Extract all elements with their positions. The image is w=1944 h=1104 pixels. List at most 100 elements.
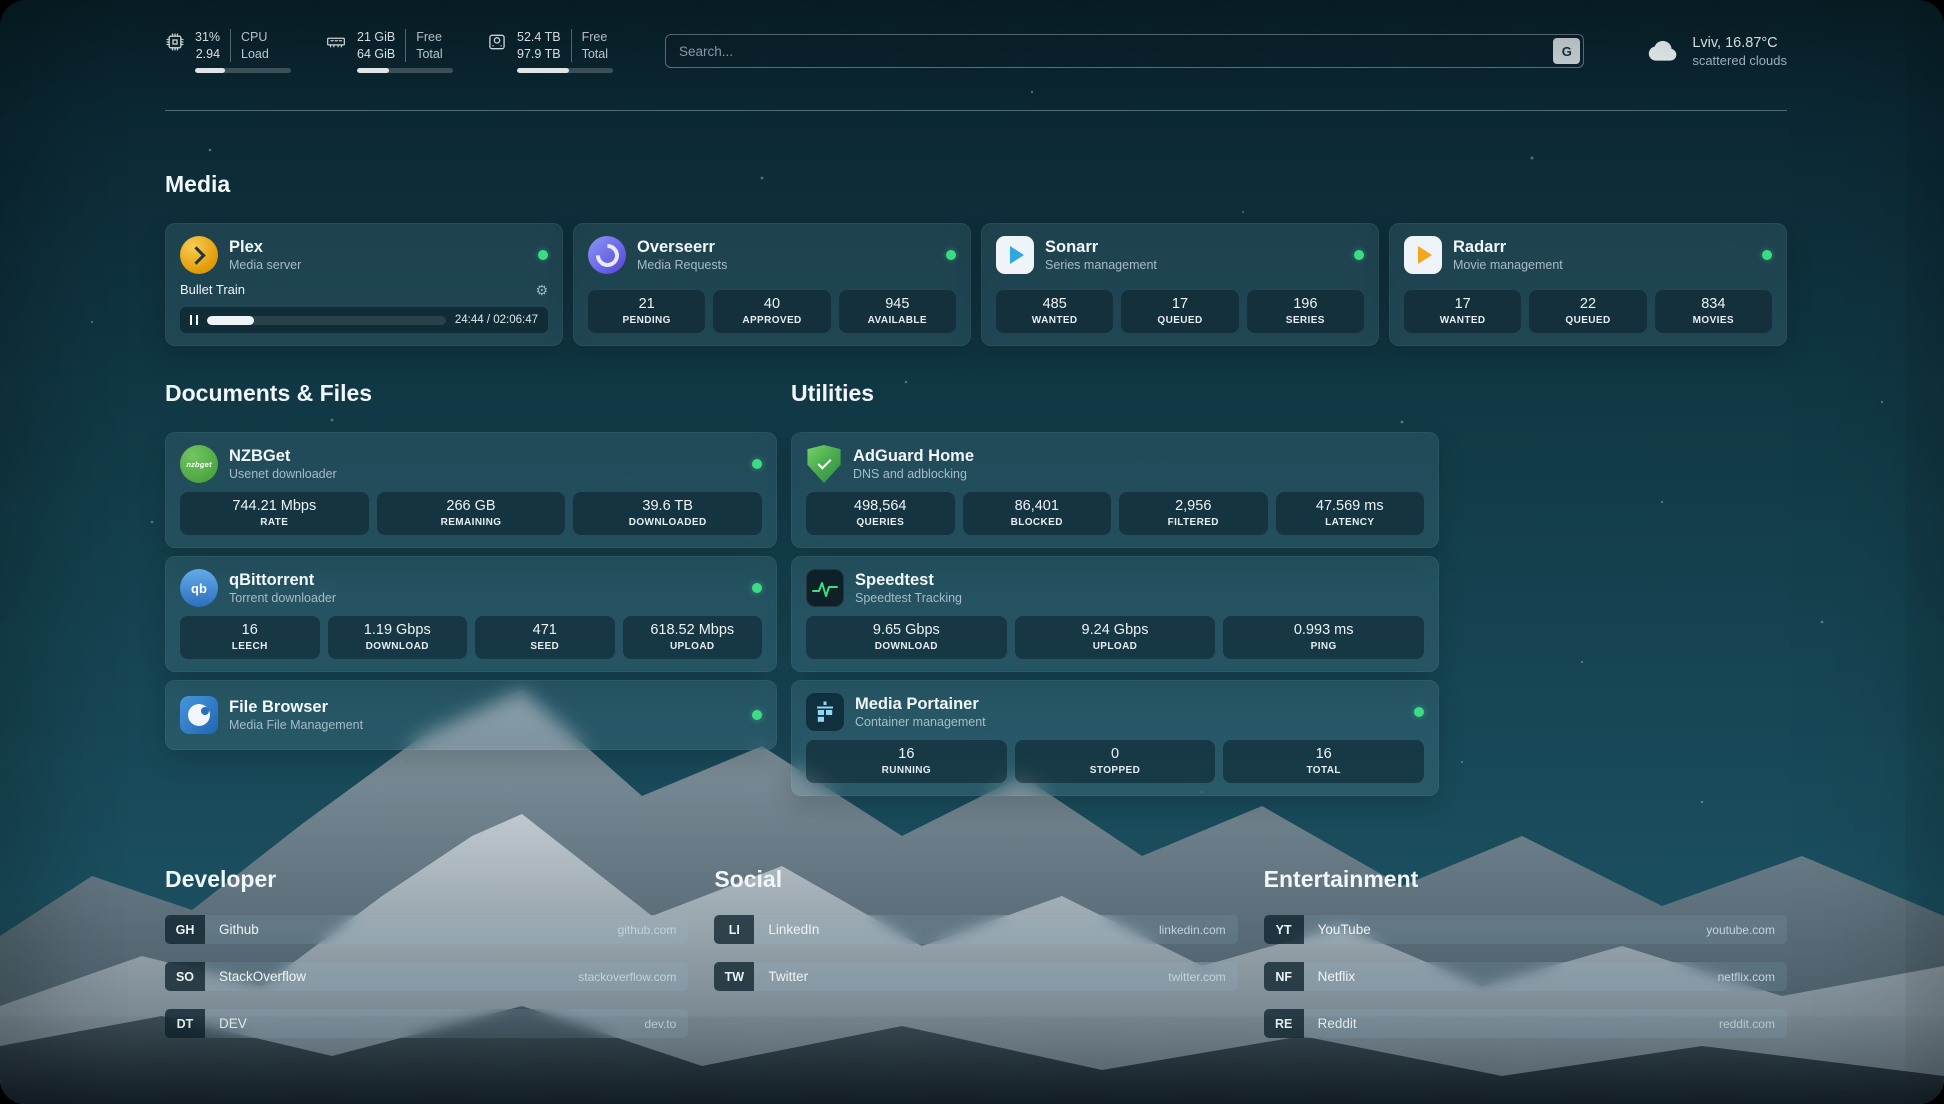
metric-divider <box>570 29 572 62</box>
stat-wanted: 485 WANTED <box>996 290 1114 333</box>
bookmark-reddit[interactable]: RE Reddit reddit.com <box>1263 1009 1787 1038</box>
bookmark-stackoverflow[interactable]: SO StackOverflow stackoverflow.com <box>165 962 689 991</box>
section-title-developer: Developer <box>165 866 277 892</box>
app-name: NZBGet <box>229 446 291 465</box>
disk-progress-fill <box>517 68 569 73</box>
bookmark-name: YouTube <box>1317 922 1371 937</box>
cpu-load-widget: 31% 2.94 CPU Load <box>165 29 291 73</box>
bookmark-url: dev.to <box>644 1016 677 1031</box>
search-input[interactable] <box>665 34 1585 68</box>
sonarr-icon <box>996 236 1034 274</box>
app-desc: Speedtest Tracking <box>855 591 963 606</box>
bookmark-twitter[interactable]: TW Twitter twitter.com <box>714 962 1238 991</box>
ram-total-value: 64 GiB <box>357 46 396 61</box>
app-card-sonarr[interactable]: Sonarr Series management 485 WANTED 17 Q… <box>981 223 1379 346</box>
pause-button[interactable] <box>190 315 198 325</box>
bookmark-url: netflix.com <box>1717 969 1775 984</box>
disk-total-value: 97.9 TB <box>517 46 561 61</box>
app-desc: Series management <box>1045 258 1157 273</box>
stat-filtered: 2,956 FILTERED <box>1119 492 1268 535</box>
stat-queued: 22 QUEUED <box>1529 290 1647 333</box>
metric-divider <box>230 29 232 62</box>
filebrowser-icon <box>180 696 218 734</box>
ram-progress-bar <box>357 68 453 73</box>
top-bar: 31% 2.94 CPU Load <box>165 28 1787 74</box>
bookmark-name: Reddit <box>1317 1016 1357 1031</box>
playback-progress-track[interactable] <box>207 315 446 325</box>
weather-location: Lviv, 16.87°C <box>1692 34 1778 51</box>
overseerr-icon <box>588 236 626 274</box>
search-engine-button[interactable]: G <box>1553 38 1581 64</box>
bookmark-dev[interactable]: DT DEV dev.to <box>165 1009 689 1038</box>
stat-latency: 47.569 ms LATENCY <box>1275 492 1424 535</box>
speedtest-icon <box>806 569 844 607</box>
settings-gear-icon[interactable] <box>535 283 548 297</box>
weather-condition: scattered clouds <box>1692 52 1787 68</box>
section-utilities: Utilities AdGuard Home DNS and adblockin… <box>791 380 1439 804</box>
bookmark-abbr: NF <box>1263 962 1304 991</box>
stat-downloaded: 39.6 TB DOWNLOADED <box>573 492 763 535</box>
stat-queued: 17 QUEUED <box>1121 290 1239 333</box>
status-online-dot <box>1762 250 1772 260</box>
bookmark-url: github.com <box>617 922 677 937</box>
section-documents: Documents & Files nzbget NZBGet Usenet d… <box>165 380 777 758</box>
app-name: Speedtest <box>855 570 934 589</box>
section-title-entertainment: Entertainment <box>1263 866 1419 892</box>
metric-divider <box>405 29 407 62</box>
app-card-plex[interactable]: Plex Media server Bullet Train <box>165 223 563 346</box>
stat-blocked: 86,401 BLOCKED <box>962 492 1111 535</box>
stat-running: 16 RUNNING <box>806 740 1007 783</box>
radarr-icon <box>1404 236 1442 274</box>
cpu-progress-bar <box>195 68 291 73</box>
disk-progress-bar <box>517 68 613 73</box>
bookmark-abbr: TW <box>714 962 755 991</box>
ram-widget: 21 GiB 64 GiB Free Total <box>325 29 453 73</box>
ram-free-label: Free <box>416 30 442 44</box>
bookmark-name: Github <box>219 922 259 937</box>
playback-time: 24:44 / 02:06:47 <box>454 314 538 326</box>
plex-icon <box>180 236 218 274</box>
cpu-load-value: 2.94 <box>195 46 221 61</box>
stat-wanted: 17 WANTED <box>1404 290 1522 333</box>
bookmark-youtube[interactable]: YT YouTube youtube.com <box>1263 915 1787 944</box>
status-online-dot <box>752 710 762 720</box>
cloud-icon <box>1642 37 1679 65</box>
app-card-filebrowser[interactable]: File Browser Media File Management <box>165 680 777 750</box>
stat-total: 16 TOTAL <box>1223 740 1425 783</box>
bookmark-abbr: YT <box>1263 915 1304 944</box>
app-card-nzbget[interactable]: nzbget NZBGet Usenet downloader 744.21 M… <box>165 432 777 548</box>
app-card-portainer[interactable]: Media Portainer Container management 16 … <box>791 680 1439 796</box>
stat-download: 1.19 Gbps DOWNLOAD <box>327 616 467 659</box>
app-card-adguard[interactable]: AdGuard Home DNS and adblocking 498,564 … <box>791 432 1439 548</box>
bookmark-abbr: DT <box>165 1009 205 1038</box>
bookmark-name: Netflix <box>1317 969 1356 984</box>
bookmark-linkedin[interactable]: LI LinkedIn linkedin.com <box>714 915 1238 944</box>
app-desc: Movie management <box>1453 258 1563 273</box>
bookmark-name: Twitter <box>768 969 809 984</box>
status-online-dot <box>1414 707 1424 717</box>
app-name: Media Portainer <box>855 694 979 713</box>
stat-movies: 834 MOVIES <box>1654 290 1772 333</box>
stat-download: 9.65 Gbps DOWNLOAD <box>806 616 1007 659</box>
header-divider <box>165 110 1787 111</box>
adguard-shield-icon <box>807 445 841 483</box>
weather-widget: Lviv, 16.87°C scattered clouds <box>1642 35 1787 68</box>
bookmark-name: DEV <box>219 1016 247 1031</box>
now-playing-title: Bullet Train <box>180 282 246 297</box>
ram-free-value: 21 GiB <box>357 30 396 44</box>
ram-icon <box>325 32 347 52</box>
app-card-qbittorrent[interactable]: qb qBittorrent Torrent downloader 16 LEE… <box>165 556 777 672</box>
stat-pending: 21 PENDING <box>588 290 706 333</box>
disk-total-label: Total <box>581 46 608 61</box>
ram-progress-fill <box>357 68 389 73</box>
cpu-progress-fill <box>195 68 225 73</box>
app-card-radarr[interactable]: Radarr Movie management 17 WANTED 22 QUE… <box>1389 223 1787 346</box>
bookmark-netflix[interactable]: NF Netflix netflix.com <box>1263 962 1787 991</box>
app-card-overseerr[interactable]: Overseerr Media Requests 21 PENDING 40 A… <box>573 223 971 346</box>
app-card-speedtest[interactable]: Speedtest Speedtest Tracking 9.65 Gbps D… <box>791 556 1439 672</box>
portainer-icon <box>806 693 844 731</box>
bookmark-url: stackoverflow.com <box>578 969 677 984</box>
bookmark-url: twitter.com <box>1168 969 1226 984</box>
bookmark-github[interactable]: GH Github github.com <box>165 915 689 944</box>
